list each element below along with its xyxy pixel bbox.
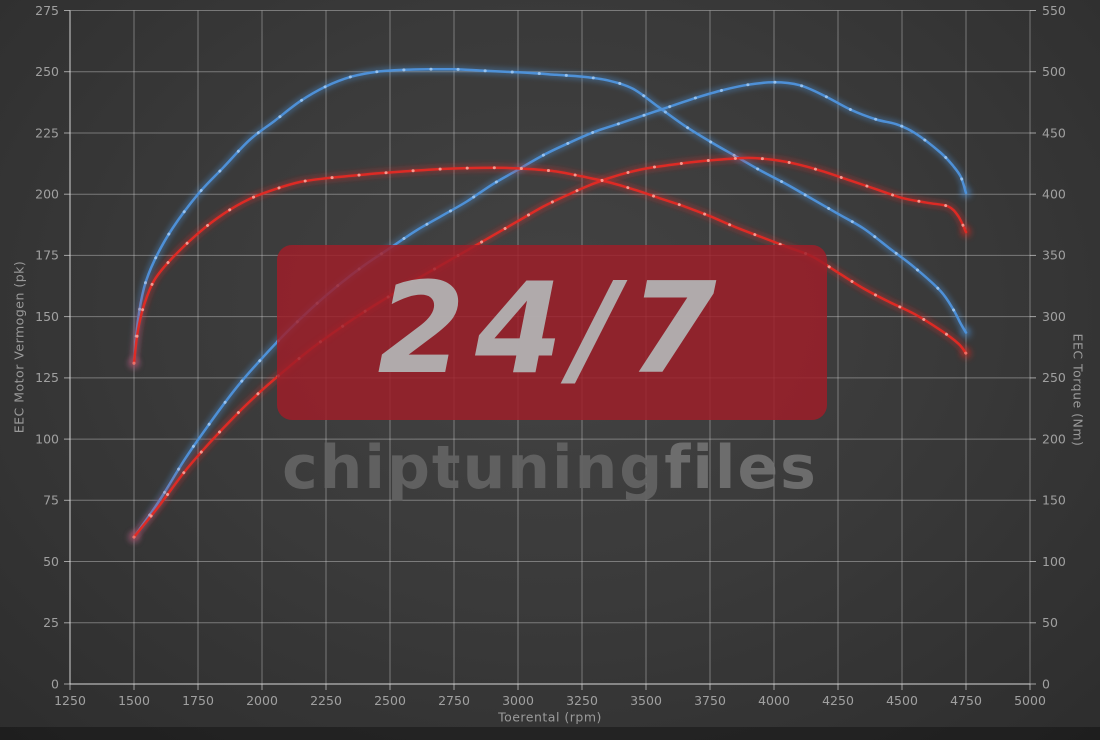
x-tick-label: 1500 bbox=[118, 693, 150, 708]
x-tick-label: 1750 bbox=[182, 693, 214, 708]
y-right-tick-label: 200 bbox=[1042, 431, 1066, 446]
y-left-tick-label: 25 bbox=[43, 615, 59, 630]
tuned-torque-endpoint-glow bbox=[961, 327, 971, 338]
x-tick-label: 3500 bbox=[630, 693, 662, 708]
x-tick-label: 2500 bbox=[374, 693, 406, 708]
x-tick-label: 3250 bbox=[566, 693, 598, 708]
x-axis-title: Toerental (rpm) bbox=[498, 709, 602, 725]
watermark-badge-text: 24/7 bbox=[377, 254, 727, 402]
x-tick-label: 3000 bbox=[502, 693, 534, 708]
y-left-tick-label: 275 bbox=[35, 3, 59, 18]
original-torque-endpoint-glow bbox=[129, 358, 139, 369]
y-left-tick-label: 200 bbox=[35, 187, 59, 202]
watermark-brand: chiptuningfiles bbox=[0, 438, 1100, 498]
y-right-tick-label: 50 bbox=[1042, 615, 1058, 630]
y-left-tick-label: 150 bbox=[35, 309, 59, 324]
y-right-tick-label: 350 bbox=[1042, 248, 1066, 263]
y-right-tick-label: 150 bbox=[1042, 493, 1066, 508]
y-left-tick-label: 250 bbox=[35, 64, 59, 79]
x-tick-label: 1250 bbox=[54, 693, 86, 708]
x-tick-label: 4750 bbox=[950, 693, 982, 708]
y-right-tick-label: 550 bbox=[1042, 3, 1066, 18]
x-tick-label: 3750 bbox=[694, 693, 726, 708]
watermark-brand-bold: chiptuning bbox=[282, 433, 665, 503]
x-tick-label: 4250 bbox=[822, 693, 854, 708]
original-torque-endpoint-glow bbox=[961, 348, 971, 359]
original-power-endpoint-glow bbox=[961, 227, 971, 238]
x-tick-label: 2000 bbox=[246, 693, 278, 708]
y-left-tick-label: 175 bbox=[35, 248, 59, 263]
watermark-badge: 24/7 bbox=[277, 245, 827, 420]
y-right-tick-label: 0 bbox=[1042, 676, 1050, 691]
y-right-tick-label: 300 bbox=[1042, 309, 1066, 324]
watermark-brand-light: files bbox=[664, 433, 818, 503]
x-tick-label: 2250 bbox=[310, 693, 342, 708]
x-tick-label: 2750 bbox=[438, 693, 470, 708]
y-right-tick-label: 100 bbox=[1042, 554, 1066, 569]
y-right-tick-label: 450 bbox=[1042, 125, 1066, 140]
x-tick-label: 4000 bbox=[758, 693, 790, 708]
y-right-tick-label: 400 bbox=[1042, 187, 1066, 202]
x-tick-label: 4500 bbox=[886, 693, 918, 708]
tuned-torque-curve bbox=[132, 67, 968, 365]
original-torque-curve bbox=[132, 166, 968, 365]
original-power-endpoint-glow bbox=[129, 532, 139, 543]
y-right-tick-label: 500 bbox=[1042, 64, 1066, 79]
x-tick-label: 5000 bbox=[1014, 693, 1046, 708]
y-left-tick-label: 0 bbox=[51, 676, 59, 691]
y-axis-title-left: EEC Motor Vermogen (pk) bbox=[11, 260, 27, 434]
tuned-power-endpoint-glow bbox=[961, 188, 971, 198]
y-left-tick-label: 100 bbox=[35, 431, 59, 446]
y-left-tick-label: 75 bbox=[43, 493, 59, 508]
y-left-tick-label: 50 bbox=[43, 554, 59, 569]
y-left-tick-label: 225 bbox=[35, 125, 59, 140]
y-left-tick-label: 125 bbox=[35, 370, 59, 385]
y-right-tick-label: 250 bbox=[1042, 370, 1066, 385]
y-axis-title-right: EEC Torque (Nm) bbox=[1070, 333, 1086, 447]
